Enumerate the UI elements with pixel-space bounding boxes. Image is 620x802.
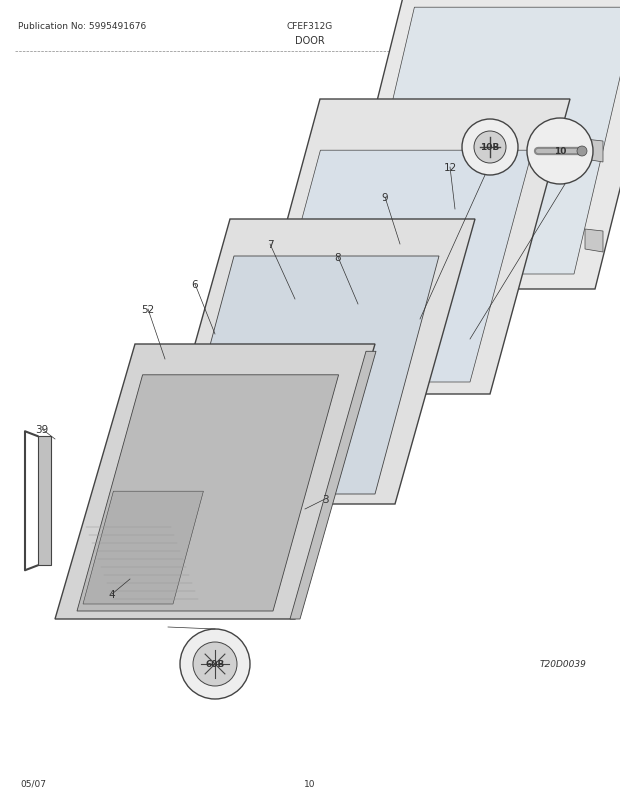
Polygon shape [38,437,51,565]
Text: 8: 8 [335,253,342,263]
Circle shape [462,119,518,176]
Text: eReplacementParts.com: eReplacementParts.com [242,424,378,435]
Text: CFEF312G: CFEF312G [287,22,333,31]
Circle shape [577,147,587,157]
Text: DOOR: DOOR [295,36,325,46]
Text: 12: 12 [443,163,456,172]
Circle shape [193,642,237,687]
Polygon shape [258,151,533,383]
Circle shape [527,119,593,184]
Text: T20D0039: T20D0039 [540,659,587,668]
Text: 7: 7 [267,240,273,249]
Polygon shape [585,140,603,163]
Text: 3: 3 [322,494,329,504]
Text: 9: 9 [382,192,388,203]
Polygon shape [330,0,620,290]
Circle shape [180,630,250,699]
Text: 60B: 60B [205,660,224,669]
Polygon shape [170,381,244,484]
Text: 6: 6 [192,280,198,290]
Text: Publication No: 5995491676: Publication No: 5995491676 [18,22,146,31]
Text: 10: 10 [554,148,566,156]
Polygon shape [290,352,376,619]
Text: 05/07: 05/07 [20,779,46,788]
Text: 52: 52 [141,305,154,314]
Text: 10B: 10B [480,144,500,152]
Text: 4: 4 [108,589,115,599]
Circle shape [474,132,506,164]
Polygon shape [83,492,203,604]
Polygon shape [352,8,620,274]
Polygon shape [170,257,439,494]
Polygon shape [585,229,603,253]
Polygon shape [55,345,375,619]
Polygon shape [77,375,339,611]
Text: 39: 39 [35,424,48,435]
Polygon shape [150,220,475,504]
Polygon shape [240,100,570,395]
Text: 10: 10 [304,779,316,788]
